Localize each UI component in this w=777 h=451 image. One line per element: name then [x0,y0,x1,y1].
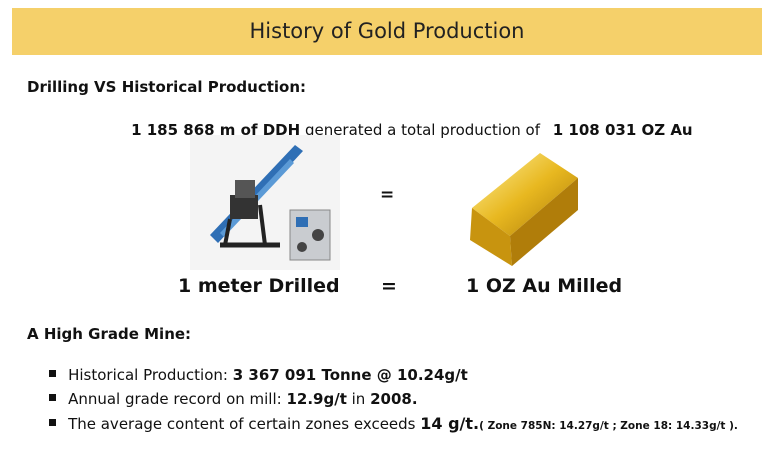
drilling-heading: Drilling VS Historical Production: [27,78,307,96]
drill-rig-image [190,135,340,270]
bullet: Annual grade record on mill: 12.9g/t in … [30,372,418,426]
bullet-text: Annual grade record on mill: [68,390,287,408]
title-banner: History of Gold Production [12,8,762,55]
bullet-text: Historical Production: [68,366,233,384]
bullet-text: in [346,390,371,408]
zone-detail: ( Zone 785N: 14.27g/t ; Zone 18: 14.33g/… [479,420,738,432]
drilled-meters: 1 185 868 m of DDH [131,121,301,139]
equation-equals: = [381,275,397,297]
equation-right: 1 OZ Au Milled [466,275,623,297]
bullet: Historical Production: 3 367 091 Tonne @… [30,348,468,402]
drilling-summary: 1 185 868 m of DDH generated a total pro… [112,103,693,157]
bullet-emphasis: 2008. [370,390,418,408]
bullet-text: The average content of certain zones exc… [68,415,421,433]
equation-left: 1 meter Drilled [178,275,340,297]
image-equals: = [380,185,395,205]
bullet-emphasis: 14 g/t. [420,414,480,433]
production-oz: 1 108 031 OZ Au [552,121,693,139]
bullet-emphasis: 12.9g/t [286,390,347,408]
mine-heading: A High Grade Mine: [27,325,192,343]
bullet: The average content of certain zones exc… [30,396,738,451]
slide: History of Gold Production Drilling VS H… [12,8,762,433]
summary-text: generated a total production of [300,121,545,139]
gold-bar-image [470,153,578,266]
slide-title: History of Gold Production [249,19,525,43]
bullet-emphasis: 3 367 091 Tonne @ 10.24g/t [232,366,468,384]
